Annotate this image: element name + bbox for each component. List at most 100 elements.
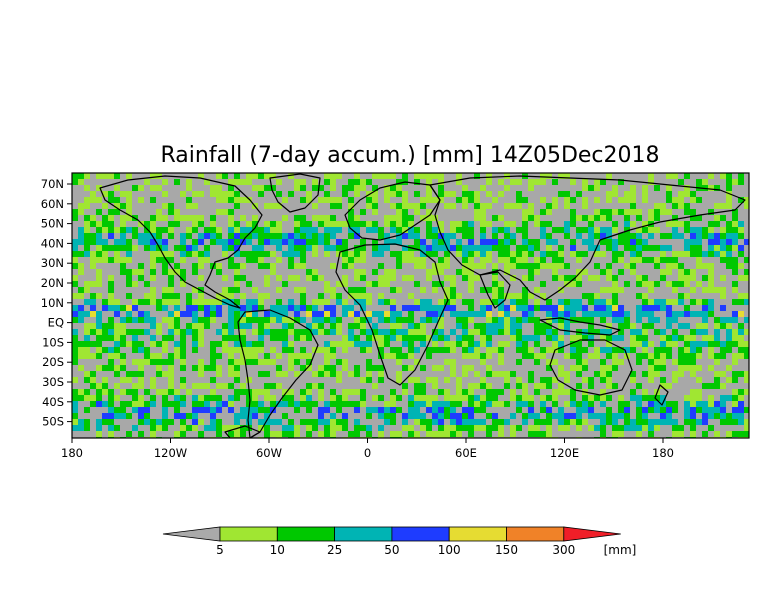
rain-cell [594,227,600,233]
rain-cell [456,239,462,245]
rain-cell [312,179,318,185]
rain-cell [438,185,444,191]
rain-cell [72,329,78,335]
rain-cell [126,305,132,311]
rain-cell [444,305,450,311]
rain-cell [510,323,516,329]
rain-cell [690,299,696,305]
rain-cell [156,209,162,215]
rain-cell [678,221,684,227]
rain-cell [72,257,78,263]
rain-cell [156,173,162,179]
rain-cell [486,221,492,227]
rain-cell [348,251,354,257]
rain-cell [360,323,366,329]
rain-cell [72,179,78,185]
rain-cell [738,431,744,437]
rain-cell [84,407,90,413]
rain-cell [108,431,114,437]
rain-cell [468,305,474,311]
rain-cell [96,245,102,251]
rain-cell [438,401,444,407]
rain-cell [552,341,558,347]
rain-cell [276,365,282,371]
rain-cell [726,257,732,263]
rain-cell [660,275,666,281]
rain-cell [78,287,84,293]
rain-cell [126,311,132,317]
rain-cell [516,293,522,299]
rain-cell [504,185,510,191]
rain-cell [360,317,366,323]
rain-cell [372,329,378,335]
rain-cell [450,311,456,317]
rain-cell [522,311,528,317]
rain-cell [672,287,678,293]
rain-cell [612,251,618,257]
rain-cell [708,311,714,317]
rain-cell [696,179,702,185]
rain-cell [138,221,144,227]
rain-cell [396,185,402,191]
rain-cell [684,395,690,401]
rain-cell [162,293,168,299]
rain-cell [726,431,732,437]
rain-cell [702,233,708,239]
rain-cell [330,203,336,209]
rain-cell [696,401,702,407]
rain-cell [576,359,582,365]
rain-cell [480,359,486,365]
rain-cell [618,311,624,317]
rain-cell [222,329,228,335]
rain-cell [624,401,630,407]
rain-cell [282,311,288,317]
rain-cell [198,335,204,341]
rain-cell [222,275,228,281]
rain-cell [126,191,132,197]
rain-cell [576,419,582,425]
rain-cell [198,407,204,413]
rain-cell [294,359,300,365]
rain-cell [474,395,480,401]
rain-cell [534,221,540,227]
rain-cell [210,395,216,401]
rain-cell [150,257,156,263]
rain-cell [660,245,666,251]
rain-cell [474,197,480,203]
rain-cell [582,419,588,425]
rain-cell [444,233,450,239]
rain-cell [156,239,162,245]
rain-cell [420,395,426,401]
rain-cell [462,347,468,353]
rain-cell [264,359,270,365]
rain-cell [126,281,132,287]
rain-cell [222,323,228,329]
rain-cell [678,179,684,185]
rain-cell [516,323,522,329]
rain-cell [480,425,486,431]
rain-cell [378,263,384,269]
rain-cell [108,233,114,239]
rain-cell [132,407,138,413]
rain-cell [138,347,144,353]
rain-cell [372,407,378,413]
rain-cell [144,239,150,245]
rain-cell [690,389,696,395]
rain-cell [636,335,642,341]
rain-cell [600,419,606,425]
rain-cell [318,389,324,395]
rain-cell [414,299,420,305]
rain-cell [438,239,444,245]
rain-cell [390,431,396,437]
rain-cell [234,203,240,209]
rain-cell [702,335,708,341]
rain-cell [228,323,234,329]
rain-cell [318,383,324,389]
rain-cell [294,431,300,437]
rain-cell [372,203,378,209]
rain-cell [684,251,690,257]
rain-cell [180,401,186,407]
rain-cell [156,365,162,371]
rain-cell [732,287,738,293]
rain-cell [234,173,240,179]
